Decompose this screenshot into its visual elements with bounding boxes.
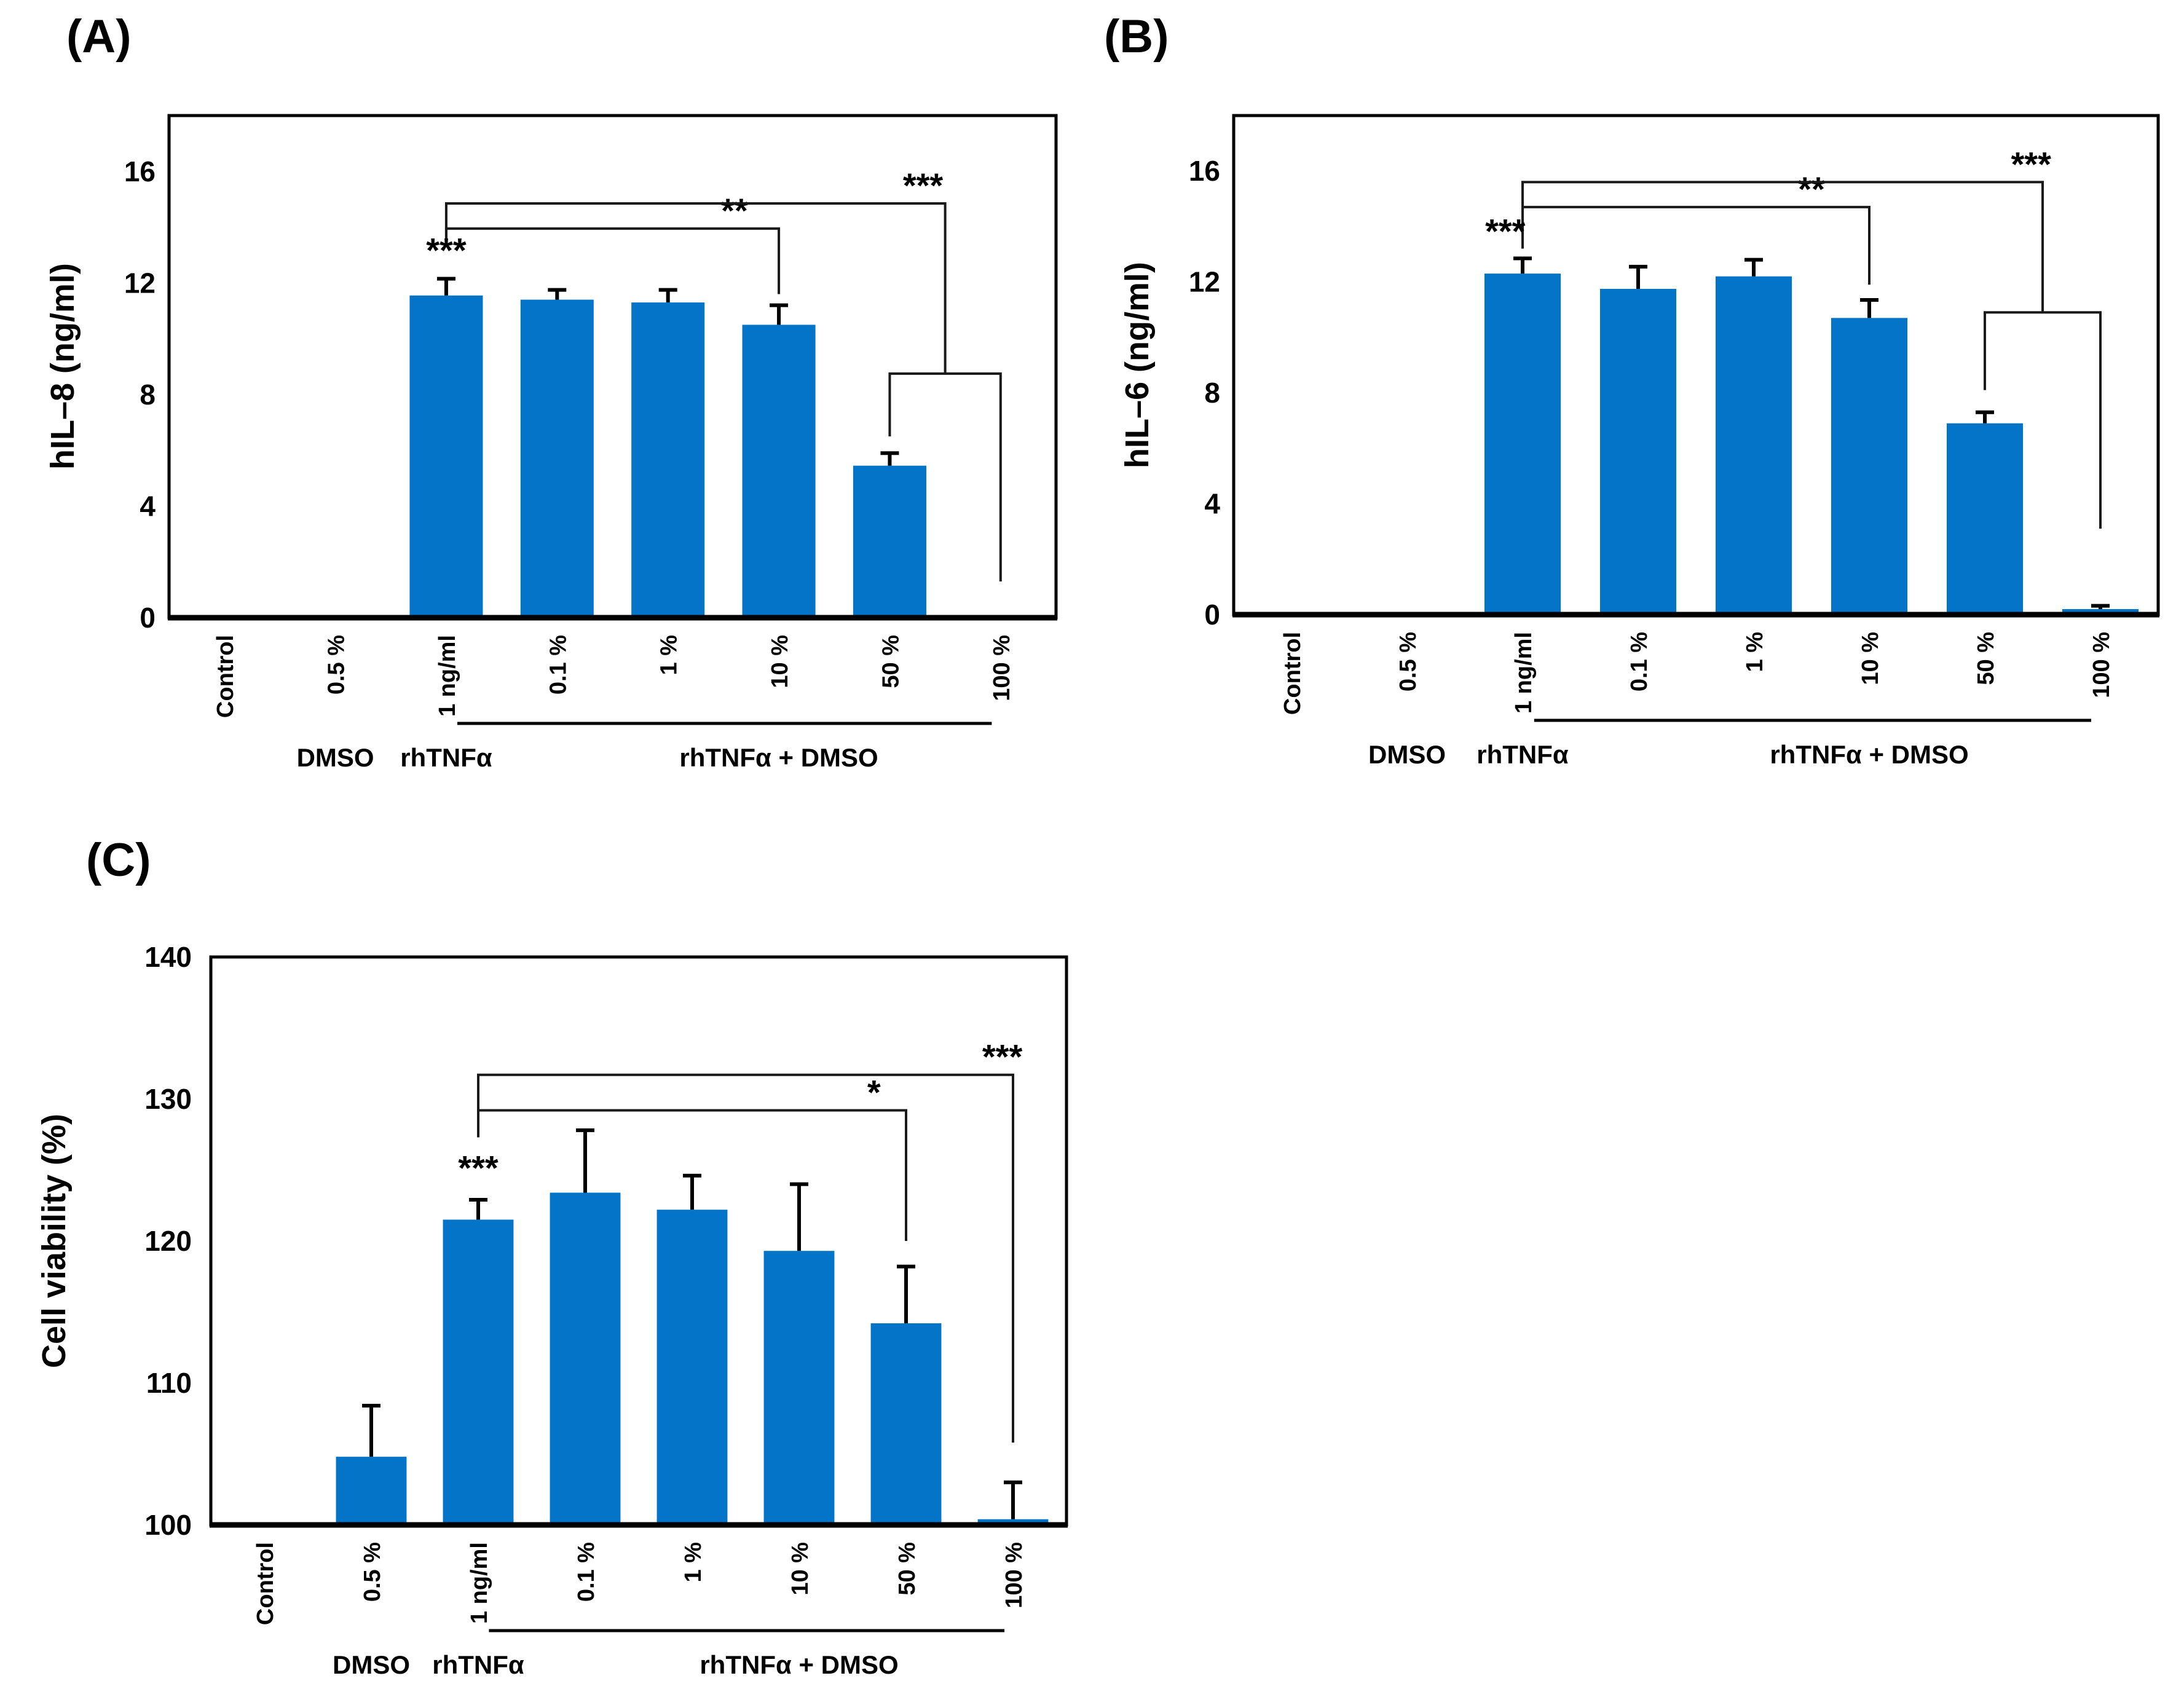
category-label: 50 % xyxy=(1973,632,1999,685)
y-tick-label: 100 xyxy=(144,1509,192,1541)
category-label: 100 % xyxy=(2089,632,2115,698)
y-tick-label: 8 xyxy=(140,379,156,411)
significance-bracket xyxy=(1521,181,2044,313)
category-label: 10 % xyxy=(1858,632,1883,685)
bar-significance-label: *** xyxy=(426,230,467,269)
bar xyxy=(520,299,594,618)
significance-label: *** xyxy=(2011,144,2052,183)
category-label: Control xyxy=(253,1542,278,1625)
category-label: 10 % xyxy=(767,635,793,688)
bar xyxy=(1946,423,2024,615)
category-label: 1 ng/ml xyxy=(467,1542,492,1624)
category-label: Control xyxy=(213,635,239,718)
category-label: 100 % xyxy=(989,635,1015,701)
bar xyxy=(870,1323,942,1525)
category-label: 0.5 % xyxy=(324,635,350,695)
y-tick-label: 4 xyxy=(140,490,156,522)
category-label: 0.1 % xyxy=(1626,632,1652,691)
bar xyxy=(853,465,926,618)
category-label: 1 ng/ml xyxy=(435,635,460,717)
y-tick-label: 130 xyxy=(144,1083,192,1115)
panel-a-letter: (A) xyxy=(66,10,132,63)
significance-label: ** xyxy=(1798,170,1825,208)
significance-bracket xyxy=(477,1073,1014,1443)
y-tick-label: 110 xyxy=(146,1367,192,1399)
category-label: 1 % xyxy=(680,1542,706,1582)
group-label: DMSO xyxy=(1368,740,1446,769)
bar-significance-label: *** xyxy=(1485,212,1526,251)
significance-bracket xyxy=(888,372,1002,581)
significance-label: * xyxy=(867,1073,881,1111)
group-label: rhTNFα xyxy=(1476,740,1569,769)
y-tick-label: 16 xyxy=(124,156,156,187)
category-label: 50 % xyxy=(878,635,904,688)
group-label: DMSO xyxy=(297,743,374,772)
significance-bracket xyxy=(1984,311,2102,529)
y-tick-label: 140 xyxy=(144,941,192,973)
category-label: 1 ng/ml xyxy=(1511,632,1537,714)
bar xyxy=(656,1210,728,1525)
y-tick-label: 4 xyxy=(1204,488,1220,520)
bar xyxy=(336,1457,407,1525)
bar xyxy=(1484,274,1561,615)
category-label: 10 % xyxy=(787,1542,813,1596)
category-label: 0.1 % xyxy=(574,1542,599,1602)
bar xyxy=(443,1219,514,1525)
category-label: 0.1 % xyxy=(545,635,571,695)
bar xyxy=(1599,288,1677,615)
bar-significance-label: *** xyxy=(458,1149,499,1187)
group-label: rhTNFα + DMSO xyxy=(1770,740,1968,769)
category-label: 0.5 % xyxy=(360,1542,385,1602)
bar xyxy=(742,325,816,618)
y-tick-label: 120 xyxy=(144,1225,192,1257)
y-tick-label: 12 xyxy=(1189,266,1220,298)
bar xyxy=(631,302,705,618)
y-tick-label: 8 xyxy=(1204,377,1220,409)
y-tick-label: 0 xyxy=(1204,599,1220,631)
group-label: DMSO xyxy=(333,1650,410,1679)
bar xyxy=(1831,318,1908,615)
category-label: 1 % xyxy=(656,635,682,675)
group-label: rhTNFα xyxy=(432,1650,524,1679)
y-tick-label: 12 xyxy=(124,267,156,299)
category-label: 0.5 % xyxy=(1395,632,1421,691)
bar xyxy=(2062,608,2139,615)
group-label: rhTNFα + DMSO xyxy=(700,1650,898,1679)
bar xyxy=(409,295,483,618)
category-label: Control xyxy=(1280,632,1306,715)
category-label: 1 % xyxy=(1742,632,1768,672)
significance-bracket xyxy=(444,202,947,374)
y-tick-label: 16 xyxy=(1189,155,1220,187)
significance-label: ** xyxy=(721,191,748,230)
significance-label: *** xyxy=(903,166,944,205)
panel-b-letter: (B) xyxy=(1104,10,1169,63)
group-label: rhTNFα + DMSO xyxy=(679,743,878,772)
bar xyxy=(1715,276,1792,615)
panel-c-letter: (C) xyxy=(86,834,151,886)
y-tick-label: 0 xyxy=(140,602,156,634)
significance-label: *** xyxy=(982,1037,1023,1076)
group-label: rhTNFα xyxy=(400,743,492,772)
bar xyxy=(550,1192,621,1525)
category-label: 100 % xyxy=(1001,1542,1027,1608)
bar xyxy=(763,1251,835,1525)
category-label: 50 % xyxy=(894,1542,920,1596)
bar xyxy=(977,1519,1049,1525)
